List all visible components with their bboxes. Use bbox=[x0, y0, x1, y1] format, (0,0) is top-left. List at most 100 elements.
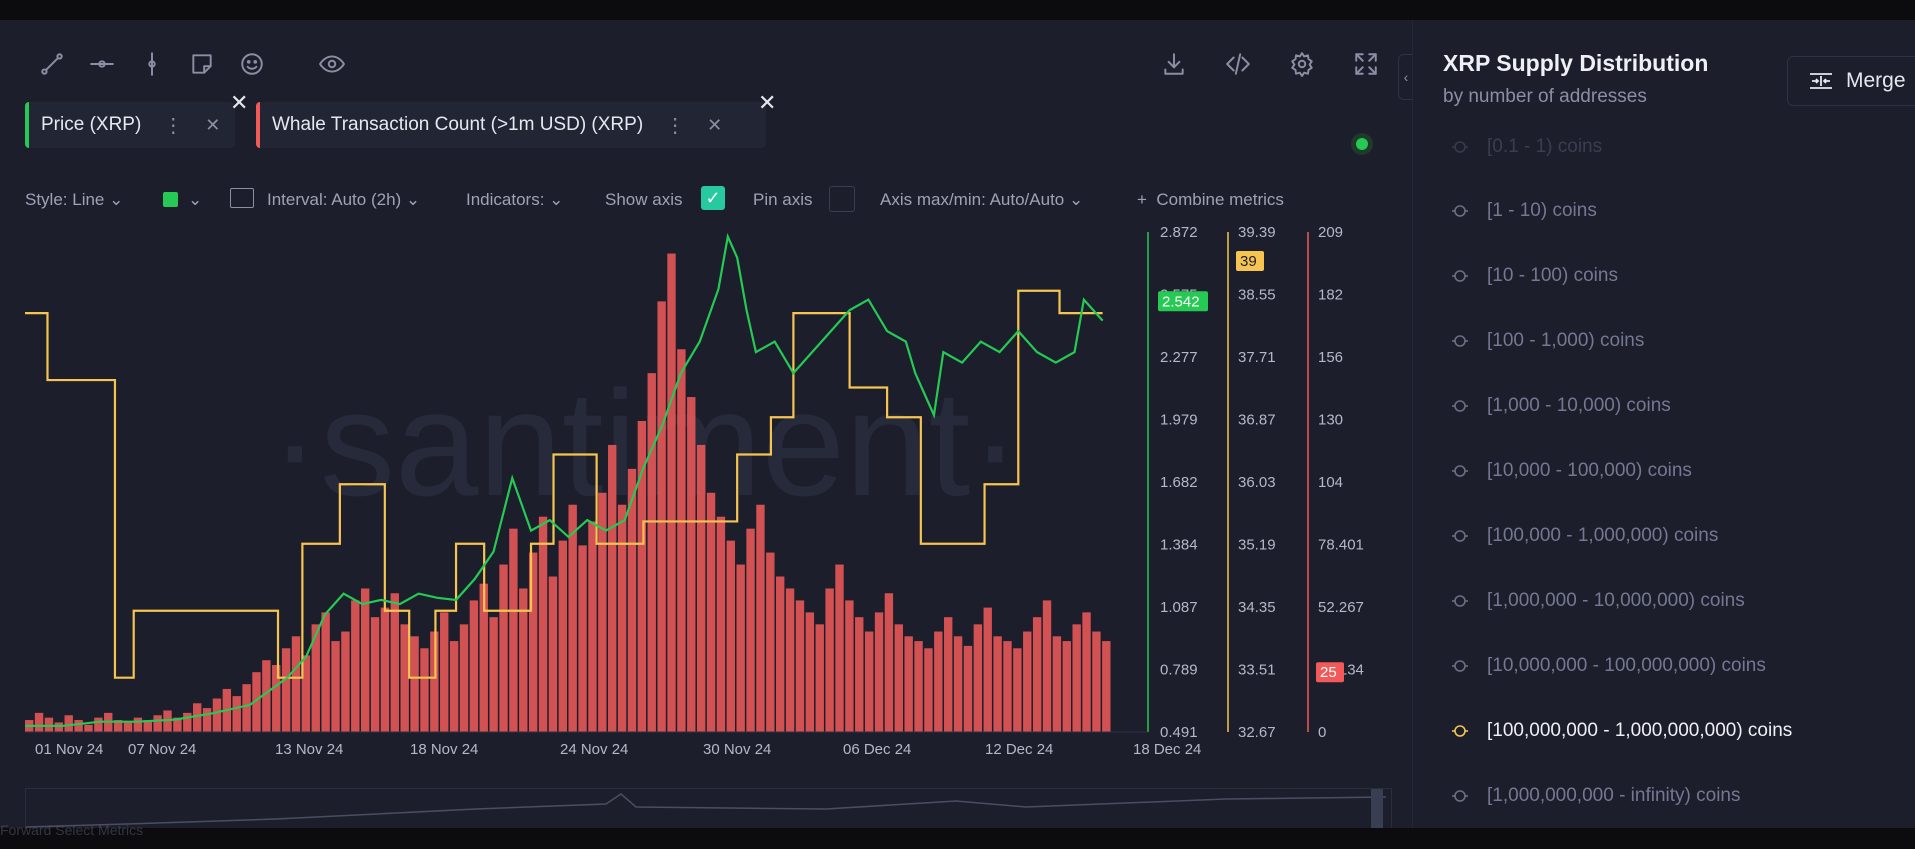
price-tick-label: 2.872 bbox=[1160, 224, 1198, 241]
whale-bar bbox=[440, 612, 449, 732]
whale-bar bbox=[706, 492, 716, 732]
app-window: ‹ Price (XRP) ⋮ ✕ ✕ Whale Transaction Co… bbox=[0, 20, 1915, 828]
collapse-panel-icon[interactable]: ‹ bbox=[1398, 54, 1413, 100]
metric-remove-icon[interactable]: ✕ bbox=[205, 114, 221, 135]
fullscreen-icon[interactable] bbox=[1350, 48, 1382, 80]
whale-bar bbox=[351, 600, 360, 732]
whale-bar bbox=[736, 564, 745, 732]
indicators-dropdown[interactable]: Indicators: ⌄ bbox=[466, 190, 564, 209]
price-tick-label: 2.277 bbox=[1160, 349, 1198, 366]
price-line bbox=[25, 232, 1104, 728]
metric-menu-icon[interactable]: ⋮ bbox=[163, 114, 184, 137]
line-draw-icon[interactable] bbox=[36, 48, 68, 80]
color-swatch[interactable] bbox=[163, 192, 178, 207]
whale-tick-label: 209 bbox=[1318, 224, 1343, 241]
whale-bar bbox=[1032, 617, 1042, 732]
whale-bar bbox=[430, 631, 439, 732]
range-radio-icon bbox=[1452, 400, 1468, 412]
supply-tick-label: 36.03 bbox=[1238, 474, 1276, 491]
merge-icon bbox=[1810, 73, 1832, 89]
combine-metrics-button[interactable]: + Combine metrics bbox=[1137, 190, 1284, 209]
navigator-handle[interactable] bbox=[1371, 789, 1383, 828]
emoji-icon[interactable] bbox=[236, 48, 268, 80]
whale-bar bbox=[716, 516, 726, 732]
whale-bar bbox=[1092, 631, 1101, 732]
interval-dropdown[interactable]: Interval: Auto (2h) ⌄ bbox=[267, 190, 421, 209]
eye-icon[interactable] bbox=[316, 48, 348, 80]
horizontal-ray-icon[interactable] bbox=[86, 48, 118, 80]
range-item-label: [100,000,000 - 1,000,000,000) coins bbox=[1487, 720, 1793, 741]
whale-bar bbox=[588, 521, 597, 732]
chevron-down-icon[interactable]: ⌄ bbox=[188, 190, 203, 209]
range-item[interactable]: [1,000 - 10,000) coins bbox=[1451, 395, 1671, 417]
style-dropdown[interactable]: Style: Line ⌄ bbox=[25, 190, 124, 209]
whale-bar bbox=[776, 576, 785, 732]
metric-remove-icon[interactable]: ✕ bbox=[707, 114, 723, 135]
vertical-line-icon[interactable] bbox=[136, 48, 168, 80]
show-axis-checkbox[interactable]: ✓ bbox=[701, 186, 725, 210]
price-current-badge bbox=[1158, 291, 1208, 312]
whale-bar bbox=[973, 624, 983, 732]
whale-bar bbox=[153, 715, 162, 732]
whale-bar bbox=[1042, 600, 1052, 732]
whale-bar bbox=[528, 552, 538, 732]
whale-bar bbox=[864, 631, 874, 732]
whale-bar bbox=[914, 641, 923, 732]
whale-bar bbox=[785, 588, 795, 732]
range-item[interactable]: [10,000,000 - 100,000,000) coins bbox=[1451, 655, 1766, 677]
whale-bar bbox=[1082, 612, 1091, 732]
note-icon[interactable] bbox=[186, 48, 218, 80]
pin-axis-checkbox[interactable] bbox=[829, 186, 855, 212]
merge-button[interactable]: Merge bbox=[1787, 56, 1915, 106]
range-item[interactable]: [10,000 - 100,000) coins bbox=[1451, 460, 1692, 482]
embed-code-icon[interactable] bbox=[1222, 48, 1254, 80]
whale-bars bbox=[25, 253, 1111, 732]
metric-pill-price[interactable]: Price (XRP) ⋮ ✕ bbox=[25, 102, 235, 148]
range-radio-icon bbox=[1452, 725, 1468, 737]
whale-bar bbox=[578, 545, 587, 732]
whale-bar bbox=[835, 564, 844, 732]
range-item[interactable]: [100,000 - 1,000,000) coins bbox=[1451, 525, 1718, 547]
whale-bar bbox=[874, 612, 884, 732]
range-item[interactable]: [100,000,000 - 1,000,000,000) coins bbox=[1451, 720, 1792, 742]
range-item[interactable]: [1,000,000 - 10,000,000) coins bbox=[1451, 590, 1745, 612]
panel-subtitle: by number of addresses bbox=[1443, 86, 1647, 107]
whale-bar bbox=[459, 624, 469, 732]
range-item[interactable]: [1 - 10) coins bbox=[1451, 200, 1597, 222]
whale-bar bbox=[370, 617, 380, 732]
whale-bar bbox=[281, 648, 291, 732]
main-chart[interactable]: ·santiment· 2.8722.5752.2771.9791.6821.3… bbox=[0, 220, 1412, 780]
range-item[interactable]: [10 - 100) coins bbox=[1451, 265, 1618, 287]
whale-bar bbox=[608, 444, 617, 732]
whale-bar bbox=[934, 631, 943, 732]
range-radio-icon bbox=[1452, 660, 1468, 672]
supply-distribution-panel: XRP Supply Distribution by number of add… bbox=[1412, 20, 1915, 828]
range-radio-icon bbox=[1452, 530, 1468, 542]
close-icon[interactable]: ✕ bbox=[758, 90, 777, 115]
whale-bar bbox=[696, 444, 706, 732]
range-item-partial[interactable]: [0.1 - 1) coins bbox=[1451, 136, 1602, 158]
whale-bar bbox=[272, 665, 281, 732]
close-icon[interactable]: ✕ bbox=[230, 90, 249, 115]
whale-bar bbox=[944, 617, 953, 732]
whale-bar bbox=[1102, 641, 1111, 732]
supply-current-badge bbox=[1236, 251, 1264, 272]
x-tick-label: 06 Dec 24 bbox=[843, 741, 911, 758]
range-navigator[interactable] bbox=[25, 788, 1392, 828]
supply-tick-label: 39.39 bbox=[1238, 224, 1276, 241]
metric-menu-icon[interactable]: ⋮ bbox=[665, 114, 686, 137]
whale-bar bbox=[94, 717, 103, 732]
whale-bar bbox=[795, 600, 805, 732]
settings-gear-icon[interactable] bbox=[1286, 48, 1318, 80]
metric-pill-whale[interactable]: Whale Transaction Count (>1m USD) (XRP) … bbox=[256, 102, 766, 148]
whale-bar bbox=[183, 712, 192, 732]
axis-minmax-dropdown[interactable]: Axis max/min: Auto/Auto ⌄ bbox=[880, 190, 1084, 209]
whale-bar bbox=[54, 722, 64, 732]
range-radio-icon bbox=[1452, 335, 1468, 347]
download-icon[interactable] bbox=[1158, 48, 1190, 80]
bottom-strip: Forward Select Metrics bbox=[0, 822, 1915, 849]
range-item-label: [10,000 - 100,000) coins bbox=[1487, 460, 1692, 481]
range-item[interactable]: [1,000,000,000 - infinity) coins bbox=[1451, 785, 1741, 807]
whale-bar bbox=[291, 636, 301, 732]
range-item[interactable]: [100 - 1,000) coins bbox=[1451, 330, 1644, 352]
